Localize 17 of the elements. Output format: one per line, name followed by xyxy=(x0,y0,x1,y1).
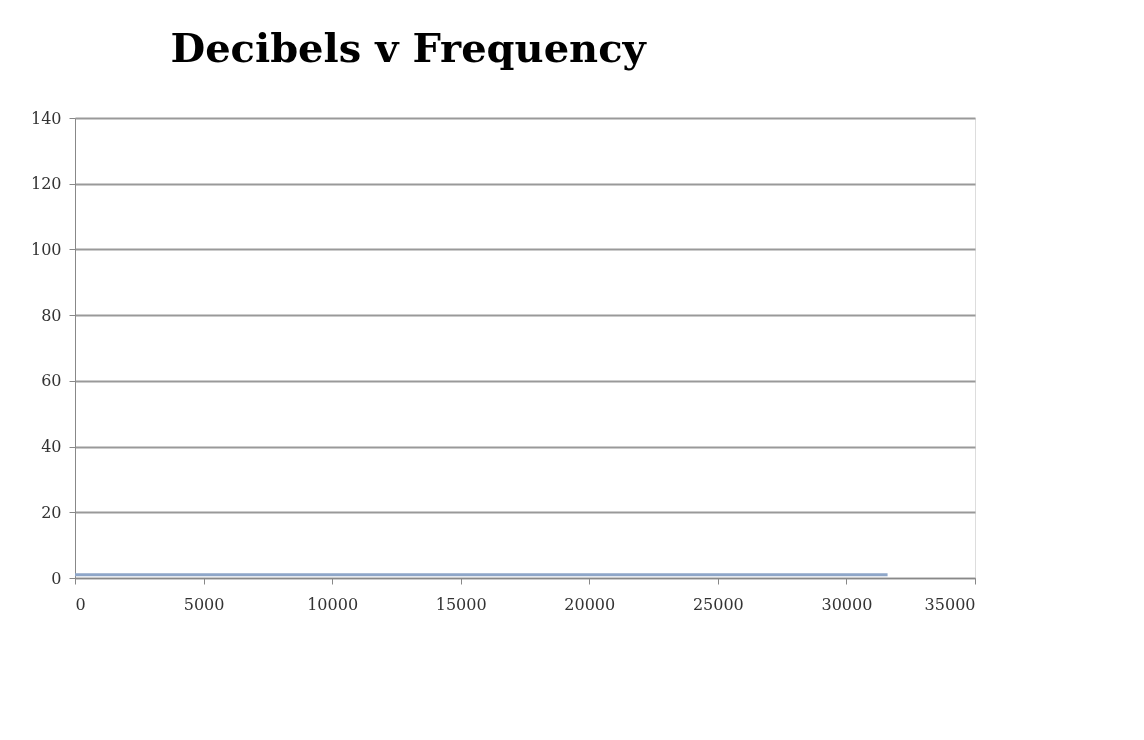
x-tick-label: 15000 xyxy=(435,594,487,614)
chart-title: Decibels v Frequency xyxy=(170,24,648,71)
x-tick-label: 25000 xyxy=(692,594,744,614)
y-tick-label: 140 xyxy=(30,108,62,128)
y-tick-label: 0 xyxy=(51,568,62,588)
y-tick-label: 80 xyxy=(41,305,62,325)
x-tick-label: 5000 xyxy=(183,594,225,614)
x-tick-label: 20000 xyxy=(564,594,616,614)
y-tick-label: 20 xyxy=(41,502,62,522)
x-tick-label: 35000 xyxy=(924,594,976,614)
x-tick-label: 30000 xyxy=(821,594,873,614)
x-tick-label: 0 xyxy=(75,594,86,614)
y-tick-label: 60 xyxy=(41,371,62,391)
y-tick-label: 40 xyxy=(41,437,62,457)
x-tick-label: 10000 xyxy=(307,594,359,614)
y-tick-label: 120 xyxy=(30,174,62,194)
y-tick-label: 100 xyxy=(30,239,62,259)
